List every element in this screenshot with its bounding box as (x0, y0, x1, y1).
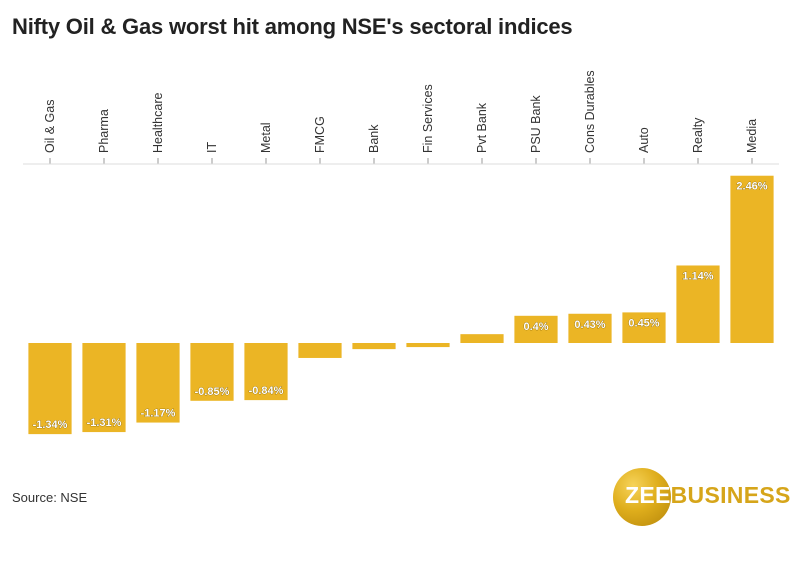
category-label: Media (745, 119, 759, 153)
bar-oil-gas (28, 343, 72, 435)
category-label: Cons Durables (583, 70, 597, 153)
logo-text-business: BUSINESS (670, 482, 791, 508)
bar-pharma (82, 343, 126, 433)
category-label: Oil & Gas (43, 100, 57, 154)
zee-business-logo: ZEEBUSINESS (613, 468, 791, 528)
bar-bank (352, 343, 396, 350)
category-label: Pvt Bank (475, 102, 489, 153)
logo-text-zee: ZEE (625, 482, 671, 508)
logo-badge (613, 468, 671, 526)
category-label: Healthcare (151, 93, 165, 153)
bar-metal (244, 343, 288, 401)
category-label: IT (205, 142, 219, 153)
source-note: Source: NSE (12, 490, 88, 505)
data-label: 0.4% (523, 321, 548, 333)
category-label: Realty (691, 117, 705, 153)
data-label: 2.46% (736, 181, 767, 193)
bar-it (190, 343, 234, 401)
category-label: Bank (367, 124, 381, 153)
category-label: Metal (259, 122, 273, 153)
category-label: Auto (637, 127, 651, 153)
bar-psu-bank (514, 315, 558, 343)
data-label: -1.31% (87, 417, 122, 429)
data-label: -1.34% (33, 419, 68, 431)
data-label: 0.45% (628, 317, 659, 329)
data-label: 0.43% (574, 319, 605, 331)
bar-healthcare (136, 343, 180, 423)
bar-fmcg (298, 343, 342, 358)
bar-realty (676, 265, 720, 343)
chart-title: Nifty Oil & Gas worst hit among NSE's se… (12, 14, 573, 39)
bar-pvt-bank (460, 334, 504, 343)
category-label: FMCG (313, 116, 327, 153)
bar-chart: Oil & Gas -1.34% Pharma -1.31% Healthcare -1.… (23, 70, 779, 435)
data-label: 1.14% (682, 270, 713, 282)
bar-media (730, 175, 774, 343)
bar-auto (622, 312, 666, 343)
category-label: Pharma (97, 109, 111, 153)
bar-fin-services (406, 343, 450, 348)
data-label: -1.17% (141, 408, 176, 420)
data-label: -0.85% (195, 386, 230, 398)
category-label: PSU Bank (529, 95, 543, 153)
bar-cons-durables (568, 313, 612, 343)
category-label: Fin Services (421, 84, 435, 153)
data-label: -0.84% (249, 385, 284, 397)
